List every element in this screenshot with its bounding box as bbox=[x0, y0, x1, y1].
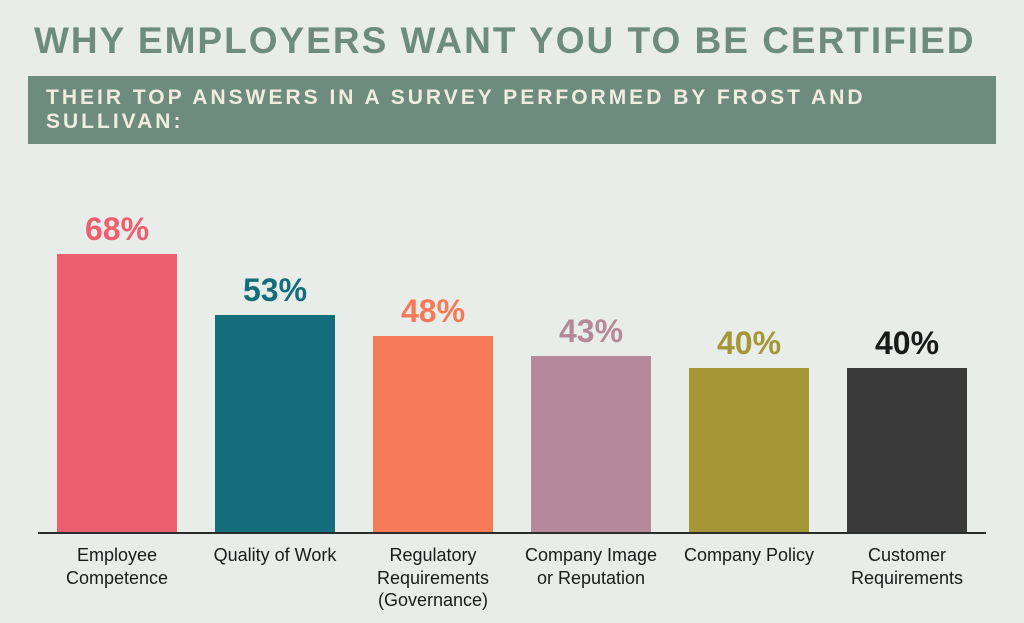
bar-value-label: 40% bbox=[875, 325, 939, 362]
bar bbox=[57, 254, 177, 532]
bar-category-label: Company Policy bbox=[670, 544, 828, 612]
bar bbox=[531, 356, 651, 532]
bar-group: 40% bbox=[670, 202, 828, 532]
chart-title: WHY EMPLOYERS WANT YOU TO BE CERTIFIED bbox=[28, 20, 996, 62]
bar-category-label: Company Image or Reputation bbox=[512, 544, 670, 612]
bar-group: 43% bbox=[512, 202, 670, 532]
bar-category-label: Quality of Work bbox=[196, 544, 354, 612]
bar-category-label: Regulatory Requirements (Governance) bbox=[354, 544, 512, 612]
bar bbox=[215, 315, 335, 532]
bar-group: 48% bbox=[354, 202, 512, 532]
x-axis-labels: Employee Competence Quality of Work Regu… bbox=[28, 544, 996, 612]
bar bbox=[847, 368, 967, 532]
bar bbox=[373, 336, 493, 532]
bar-chart: 68% 53% 48% 43% 40% 40% bbox=[28, 202, 996, 532]
bar-group: 53% bbox=[196, 202, 354, 532]
bar-value-label: 43% bbox=[559, 313, 623, 350]
bar-category-label: Customer Requirements bbox=[828, 544, 986, 612]
x-axis-line bbox=[38, 532, 986, 534]
chart-subtitle-banner: THEIR TOP ANSWERS IN A SURVEY PERFORMED … bbox=[28, 76, 996, 144]
bar-category-label: Employee Competence bbox=[38, 544, 196, 612]
bar bbox=[689, 368, 809, 532]
bar-value-label: 40% bbox=[717, 325, 781, 362]
bar-value-label: 53% bbox=[243, 272, 307, 309]
bar-value-label: 68% bbox=[85, 211, 149, 248]
bar-group: 68% bbox=[38, 202, 196, 532]
bar-group: 40% bbox=[828, 202, 986, 532]
bar-value-label: 48% bbox=[401, 293, 465, 330]
